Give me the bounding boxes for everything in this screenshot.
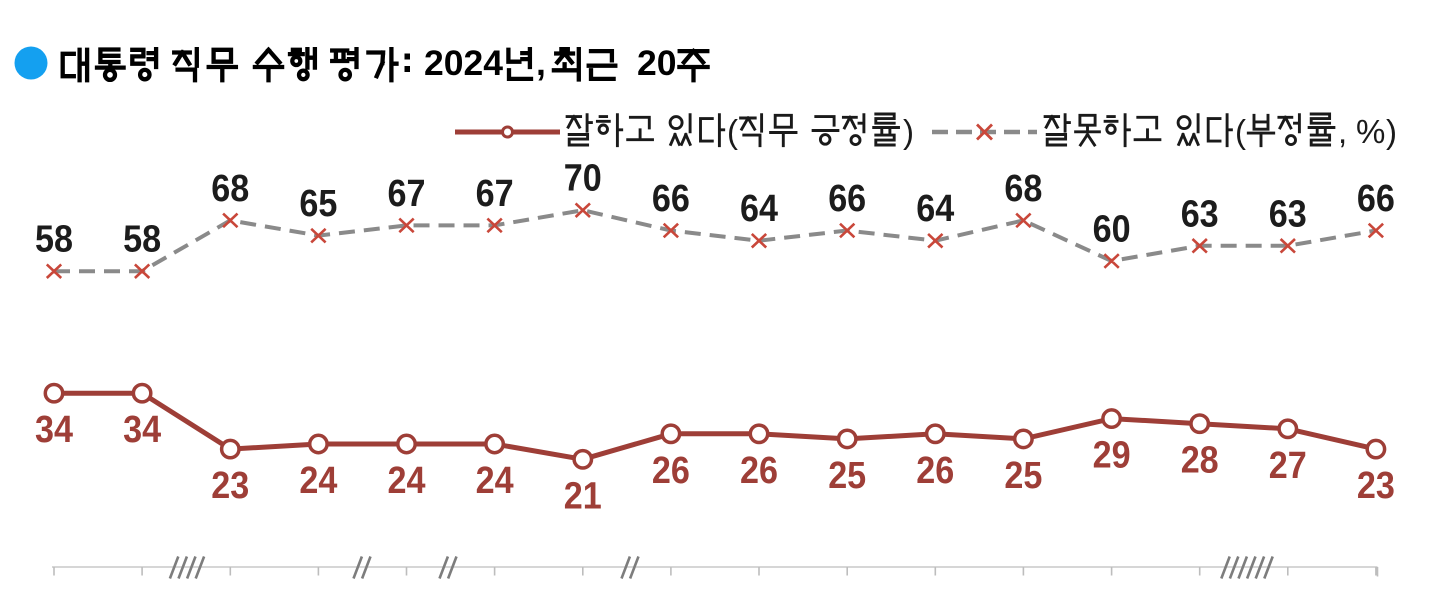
svg-text:67: 67: [388, 173, 426, 215]
svg-text:70: 70: [564, 158, 602, 200]
svg-text:27: 27: [1269, 445, 1307, 487]
svg-text:%: %: [1356, 113, 1385, 150]
svg-text:26: 26: [916, 450, 954, 492]
svg-text:25: 25: [828, 455, 866, 497]
svg-text:66: 66: [652, 178, 690, 220]
svg-text:68: 68: [211, 168, 249, 210]
svg-text:66: 66: [1357, 178, 1395, 220]
svg-text:): ): [1386, 113, 1397, 150]
svg-text:34: 34: [35, 409, 73, 451]
svg-text:64: 64: [916, 188, 954, 230]
svg-text:58: 58: [35, 219, 73, 261]
svg-text:68: 68: [1004, 168, 1042, 210]
svg-text:67: 67: [476, 173, 514, 215]
svg-text:25: 25: [1004, 455, 1042, 497]
svg-text:24: 24: [299, 460, 337, 502]
svg-text:(: (: [727, 113, 738, 150]
svg-text:24: 24: [476, 460, 514, 502]
svg-text:64: 64: [740, 188, 778, 230]
svg-text:26: 26: [652, 450, 690, 492]
svg-text:,: ,: [536, 43, 546, 83]
svg-text:): ): [903, 113, 914, 150]
svg-text:23: 23: [211, 465, 249, 507]
svg-text:65: 65: [299, 183, 337, 225]
svg-text:,: ,: [1338, 113, 1347, 150]
svg-text:66: 66: [828, 178, 866, 220]
svg-text:20: 20: [637, 43, 677, 83]
svg-text:34: 34: [123, 409, 161, 451]
svg-text:2024: 2024: [424, 43, 503, 83]
svg-text:63: 63: [1181, 193, 1219, 235]
svg-text:26: 26: [740, 450, 778, 492]
svg-text:58: 58: [123, 219, 161, 261]
svg-text:63: 63: [1269, 193, 1307, 235]
svg-text:60: 60: [1093, 209, 1131, 251]
svg-text:29: 29: [1093, 435, 1131, 477]
svg-text:24: 24: [388, 460, 426, 502]
svg-text:(: (: [1235, 113, 1246, 150]
svg-text:23: 23: [1357, 465, 1395, 507]
svg-text:28: 28: [1181, 440, 1219, 482]
svg-text:21: 21: [564, 475, 602, 517]
